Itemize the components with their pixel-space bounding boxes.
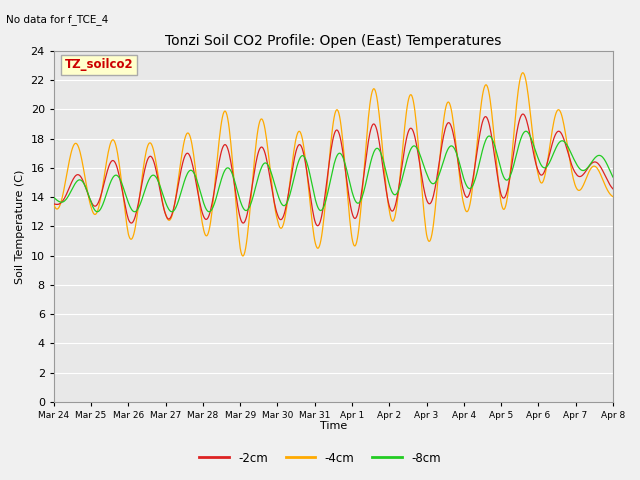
Legend: -2cm, -4cm, -8cm: -2cm, -4cm, -8cm (195, 447, 445, 469)
Y-axis label: Soil Temperature (C): Soil Temperature (C) (15, 169, 25, 284)
Title: Tonzi Soil CO2 Profile: Open (East) Temperatures: Tonzi Soil CO2 Profile: Open (East) Temp… (165, 34, 502, 48)
Text: TZ_soilco2: TZ_soilco2 (65, 58, 134, 72)
Text: No data for f_TCE_4: No data for f_TCE_4 (6, 14, 109, 25)
X-axis label: Time: Time (320, 421, 347, 432)
